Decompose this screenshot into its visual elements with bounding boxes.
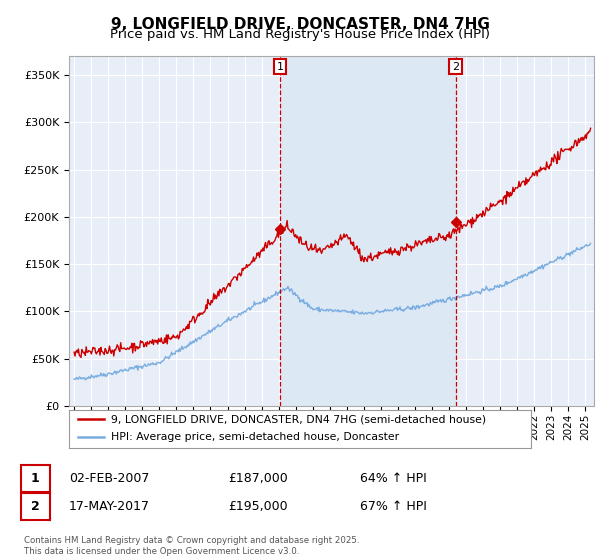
Text: Price paid vs. HM Land Registry's House Price Index (HPI): Price paid vs. HM Land Registry's House …	[110, 28, 490, 41]
Text: 1: 1	[277, 62, 284, 72]
Text: 64% ↑ HPI: 64% ↑ HPI	[360, 472, 427, 486]
Text: 9, LONGFIELD DRIVE, DONCASTER, DN4 7HG (semi-detached house): 9, LONGFIELD DRIVE, DONCASTER, DN4 7HG (…	[110, 414, 486, 424]
Text: Contains HM Land Registry data © Crown copyright and database right 2025.
This d: Contains HM Land Registry data © Crown c…	[24, 536, 359, 556]
Text: £195,000: £195,000	[228, 500, 287, 514]
Bar	[280, 56, 455, 406]
Text: 67% ↑ HPI: 67% ↑ HPI	[360, 500, 427, 514]
Text: 17-MAY-2017: 17-MAY-2017	[69, 500, 150, 514]
Text: HPI: Average price, semi-detached house, Doncaster: HPI: Average price, semi-detached house,…	[110, 432, 399, 442]
Text: 1: 1	[31, 472, 40, 486]
Text: 9, LONGFIELD DRIVE, DONCASTER, DN4 7HG: 9, LONGFIELD DRIVE, DONCASTER, DN4 7HG	[110, 17, 490, 32]
Text: 2: 2	[31, 500, 40, 514]
Text: 02-FEB-2007: 02-FEB-2007	[69, 472, 149, 486]
Text: £187,000: £187,000	[228, 472, 288, 486]
Text: 2: 2	[452, 62, 459, 72]
